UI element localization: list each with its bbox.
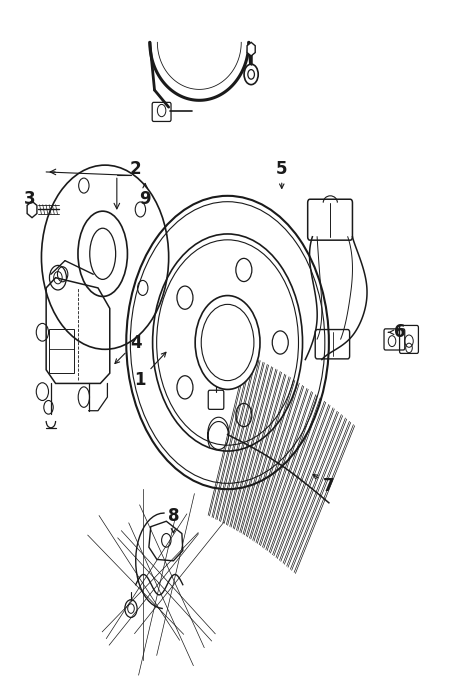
Text: 3: 3 xyxy=(24,190,36,208)
Text: 4: 4 xyxy=(115,334,142,364)
Text: 5: 5 xyxy=(276,160,288,188)
Text: 6: 6 xyxy=(388,323,405,341)
Text: 9: 9 xyxy=(139,184,151,208)
Text: 1: 1 xyxy=(135,352,166,389)
Text: 2: 2 xyxy=(130,160,142,177)
Text: 7: 7 xyxy=(313,475,335,495)
Polygon shape xyxy=(247,42,255,56)
Circle shape xyxy=(244,64,258,85)
Text: 8: 8 xyxy=(168,508,179,533)
Circle shape xyxy=(195,295,260,390)
